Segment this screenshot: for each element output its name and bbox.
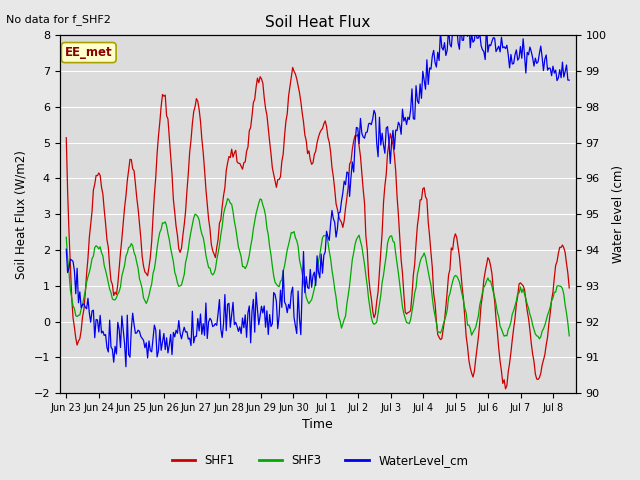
SHF1: [145, 264, 153, 270]
SHF1: [502, 386, 509, 392]
Title: Soil Heat Flux: Soil Heat Flux: [265, 15, 371, 30]
SHF3: [145, 293, 153, 299]
WaterLevel_cm: [122, 364, 130, 370]
WaterLevel_cm: [127, 325, 135, 331]
WaterLevel_cm: [465, 19, 473, 24]
SHF1: [433, 318, 440, 324]
Line: SHF3: SHF3: [67, 199, 569, 339]
SHF3: [433, 320, 440, 326]
WaterLevel_cm: [557, 75, 565, 81]
SHF1: [63, 135, 70, 141]
SHF1: [557, 244, 565, 250]
X-axis label: Time: Time: [302, 419, 333, 432]
SHF1: [126, 156, 134, 162]
SHF1: [565, 285, 573, 291]
SHF3: [557, 284, 565, 289]
SHF1: [320, 121, 328, 127]
WaterLevel_cm: [233, 324, 241, 329]
SHF1: [289, 65, 296, 71]
WaterLevel_cm: [147, 348, 154, 353]
SHF3: [320, 233, 328, 239]
SHF3: [224, 196, 232, 202]
Y-axis label: Soil Heat Flux (W/m2): Soil Heat Flux (W/m2): [15, 150, 28, 279]
WaterLevel_cm: [433, 64, 440, 70]
Text: EE_met: EE_met: [65, 46, 113, 59]
SHF3: [126, 244, 134, 250]
Line: WaterLevel_cm: WaterLevel_cm: [67, 22, 569, 367]
Text: No data for f_SHF2: No data for f_SHF2: [6, 14, 111, 25]
WaterLevel_cm: [63, 246, 70, 252]
SHF3: [536, 336, 543, 342]
WaterLevel_cm: [565, 77, 573, 83]
SHF1: [232, 147, 239, 153]
SHF3: [233, 235, 241, 241]
WaterLevel_cm: [320, 252, 328, 258]
SHF3: [565, 333, 573, 339]
Line: SHF1: SHF1: [67, 68, 569, 389]
Legend: SHF1, SHF3, WaterLevel_cm: SHF1, SHF3, WaterLevel_cm: [167, 449, 473, 472]
Y-axis label: Water level (cm): Water level (cm): [612, 165, 625, 263]
SHF3: [63, 234, 70, 240]
